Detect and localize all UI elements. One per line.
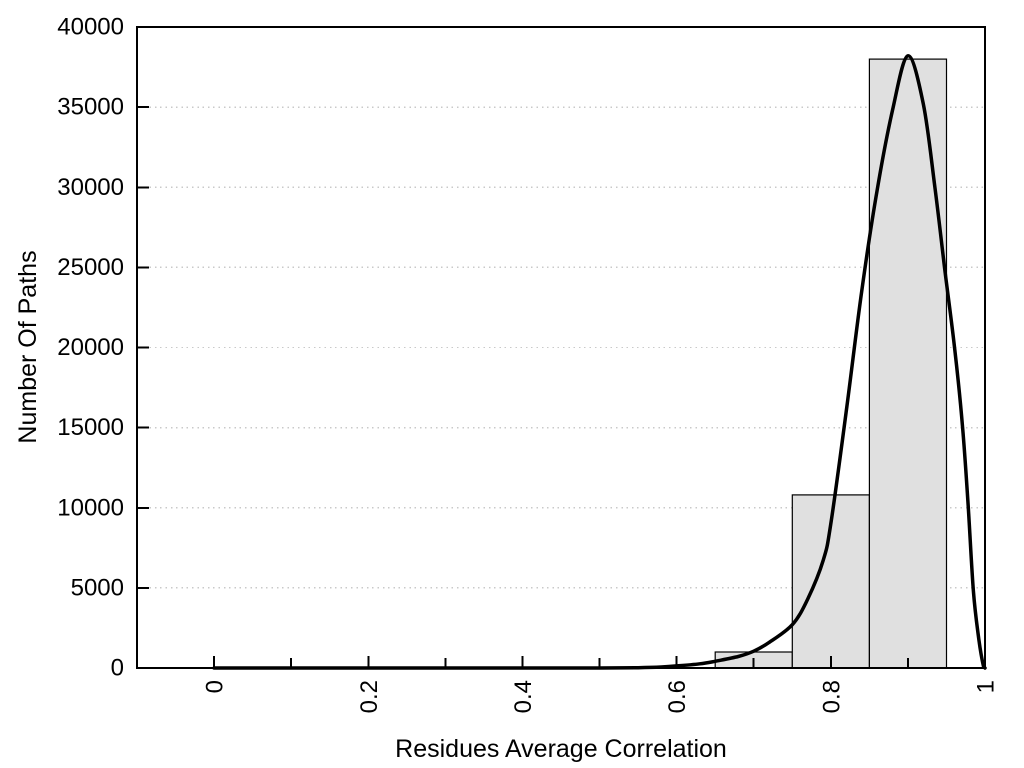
y-tick-label: 25000	[57, 254, 124, 281]
x-tick-label: 0.8	[818, 680, 845, 713]
y-tick-label: 5000	[71, 574, 124, 601]
y-tick-label: 35000	[57, 94, 124, 121]
y-tick-label: 0	[111, 655, 124, 682]
x-tick-label: 0	[202, 680, 229, 693]
x-tick-label: 0.4	[510, 680, 537, 713]
histogram-bar	[868, 58, 948, 669]
histogram-bars	[714, 58, 948, 669]
x-tick-label: 0.6	[664, 680, 691, 713]
x-axis-title: Residues Average Correlation	[395, 735, 727, 763]
density-curve	[212, 54, 987, 670]
y-axis-title: Number Of Paths	[14, 250, 42, 443]
y-tick-label: 10000	[57, 494, 124, 521]
x-tick-labels: 0 0.2 0.4 0.6 0.8 1	[202, 680, 1000, 713]
x-tick-label: 1	[973, 680, 1000, 693]
y-tick-labels: 0 5000 10000 15000 20000 25000 30000 35000 40000	[57, 14, 124, 682]
y-tick-label: 40000	[57, 14, 124, 41]
x-tick-label: 0.2	[356, 680, 383, 713]
y-tick-label: 30000	[57, 174, 124, 201]
axis-ticks	[137, 26, 986, 669]
y-tick-label: 20000	[57, 334, 124, 361]
y-tick-label: 15000	[57, 414, 124, 441]
